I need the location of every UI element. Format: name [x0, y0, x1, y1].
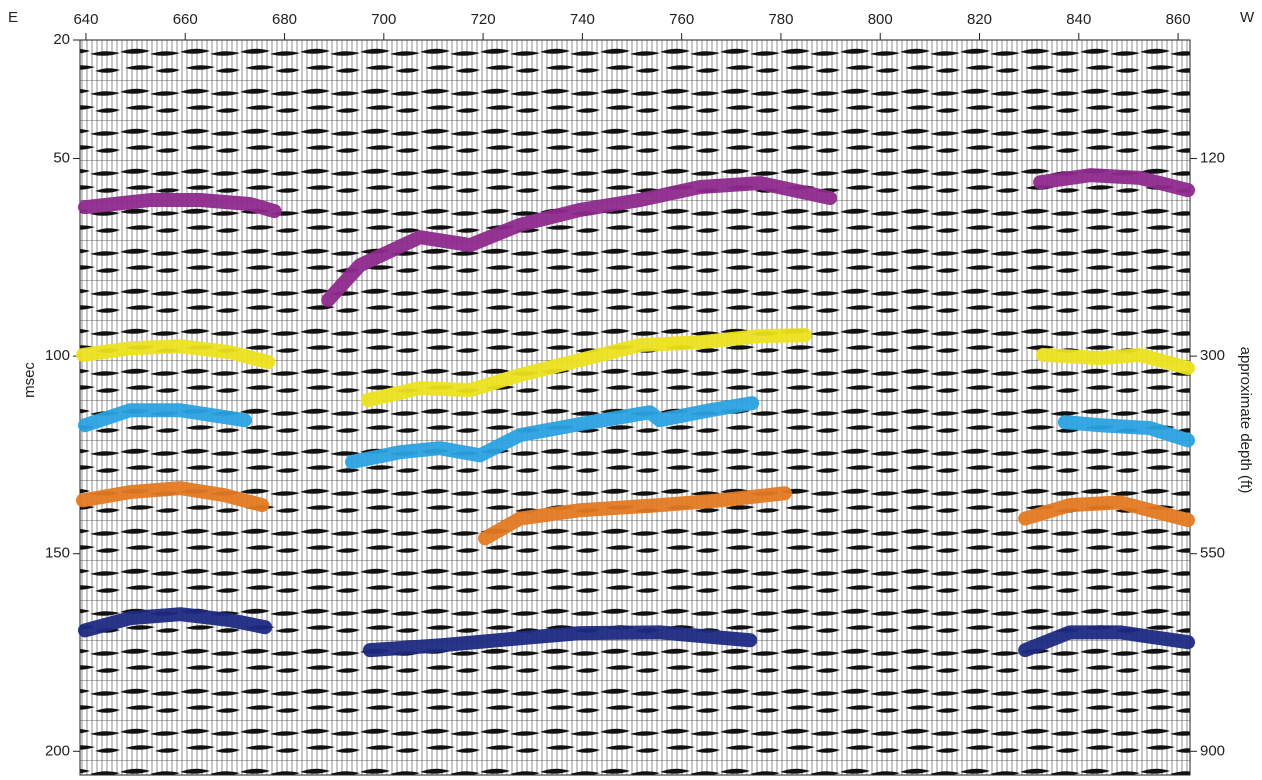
corner-label: E: [8, 9, 18, 26]
x-tick-label: 660: [173, 11, 198, 28]
y2-tick-label: 900: [1200, 742, 1225, 759]
x-tick-label: 800: [868, 11, 893, 28]
x-tick-label: 740: [570, 11, 595, 28]
y-tick-label: 20: [53, 31, 70, 48]
y2-tick-label: 120: [1200, 150, 1225, 167]
y2-axis-label: approximate depth (ft): [1237, 347, 1254, 494]
y2-tick-label: 550: [1200, 545, 1225, 562]
x-tick-label: 760: [669, 11, 694, 28]
y-tick-label: 150: [45, 545, 70, 562]
y-axis-label: msec: [21, 362, 38, 398]
y2-tick-label: 300: [1200, 347, 1225, 364]
x-tick-label: 640: [73, 11, 98, 28]
x-tick-label: 700: [371, 11, 396, 28]
y-tick-label: 200: [45, 742, 70, 759]
corner-label: W: [1240, 9, 1255, 26]
x-tick-label: 840: [1066, 11, 1091, 28]
x-tick-label: 780: [768, 11, 793, 28]
x-tick-label: 820: [967, 11, 992, 28]
y-tick-label: 100: [45, 347, 70, 364]
x-tick-label: 860: [1166, 11, 1191, 28]
x-tick-label: 680: [272, 11, 297, 28]
y-tick-label: 50: [53, 150, 70, 167]
x-tick-label: 720: [471, 11, 496, 28]
seismic-chart: E W msec approximate depth (ft) 640 660 68…: [0, 0, 1262, 780]
seismic-section: [80, 40, 1190, 775]
